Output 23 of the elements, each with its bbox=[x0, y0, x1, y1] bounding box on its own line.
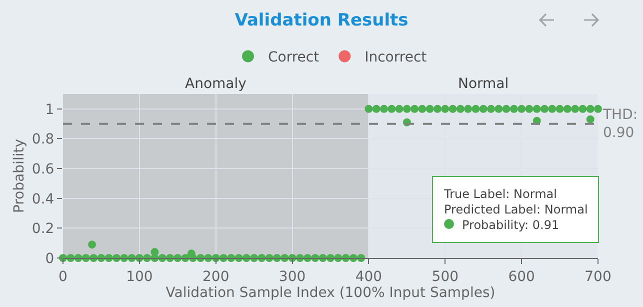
y-axis-title: Probability bbox=[12, 138, 28, 214]
x-tick-label: 500 bbox=[432, 268, 459, 285]
y-tick-label: 1 bbox=[45, 102, 54, 118]
x-axis-title: Validation Sample Index (100% Input Samples) bbox=[166, 284, 496, 301]
ref-line-label: THD: 0.90 bbox=[602, 107, 638, 142]
y-tick-label: 0.4 bbox=[32, 191, 54, 208]
x-tick-label: 200 bbox=[202, 268, 230, 285]
x-tick-label: 0 bbox=[58, 268, 68, 285]
chart-title: Validation Results bbox=[234, 10, 408, 31]
x-tick-label: 400 bbox=[355, 268, 382, 285]
x-tick-label: 100 bbox=[126, 268, 153, 285]
x-tick-label: 700 bbox=[584, 268, 612, 285]
y-tick-label: 0.8 bbox=[32, 132, 54, 148]
band-label: Anomaly bbox=[185, 76, 246, 92]
x-tick-label: 600 bbox=[508, 268, 535, 285]
band-label: Normal bbox=[458, 76, 509, 92]
annotation: True Label: Normal Predicted Label: Normal Probability: 0.91 bbox=[443, 187, 588, 232]
legend-label: Correct bbox=[268, 50, 320, 66]
y-tick-label: 0.6 bbox=[32, 161, 54, 178]
legend-label: Incorrect bbox=[364, 50, 428, 66]
y-tick-label: 0 bbox=[45, 250, 54, 267]
y-tick-label: 0.2 bbox=[32, 221, 54, 238]
x-tick-label: 300 bbox=[278, 268, 306, 285]
